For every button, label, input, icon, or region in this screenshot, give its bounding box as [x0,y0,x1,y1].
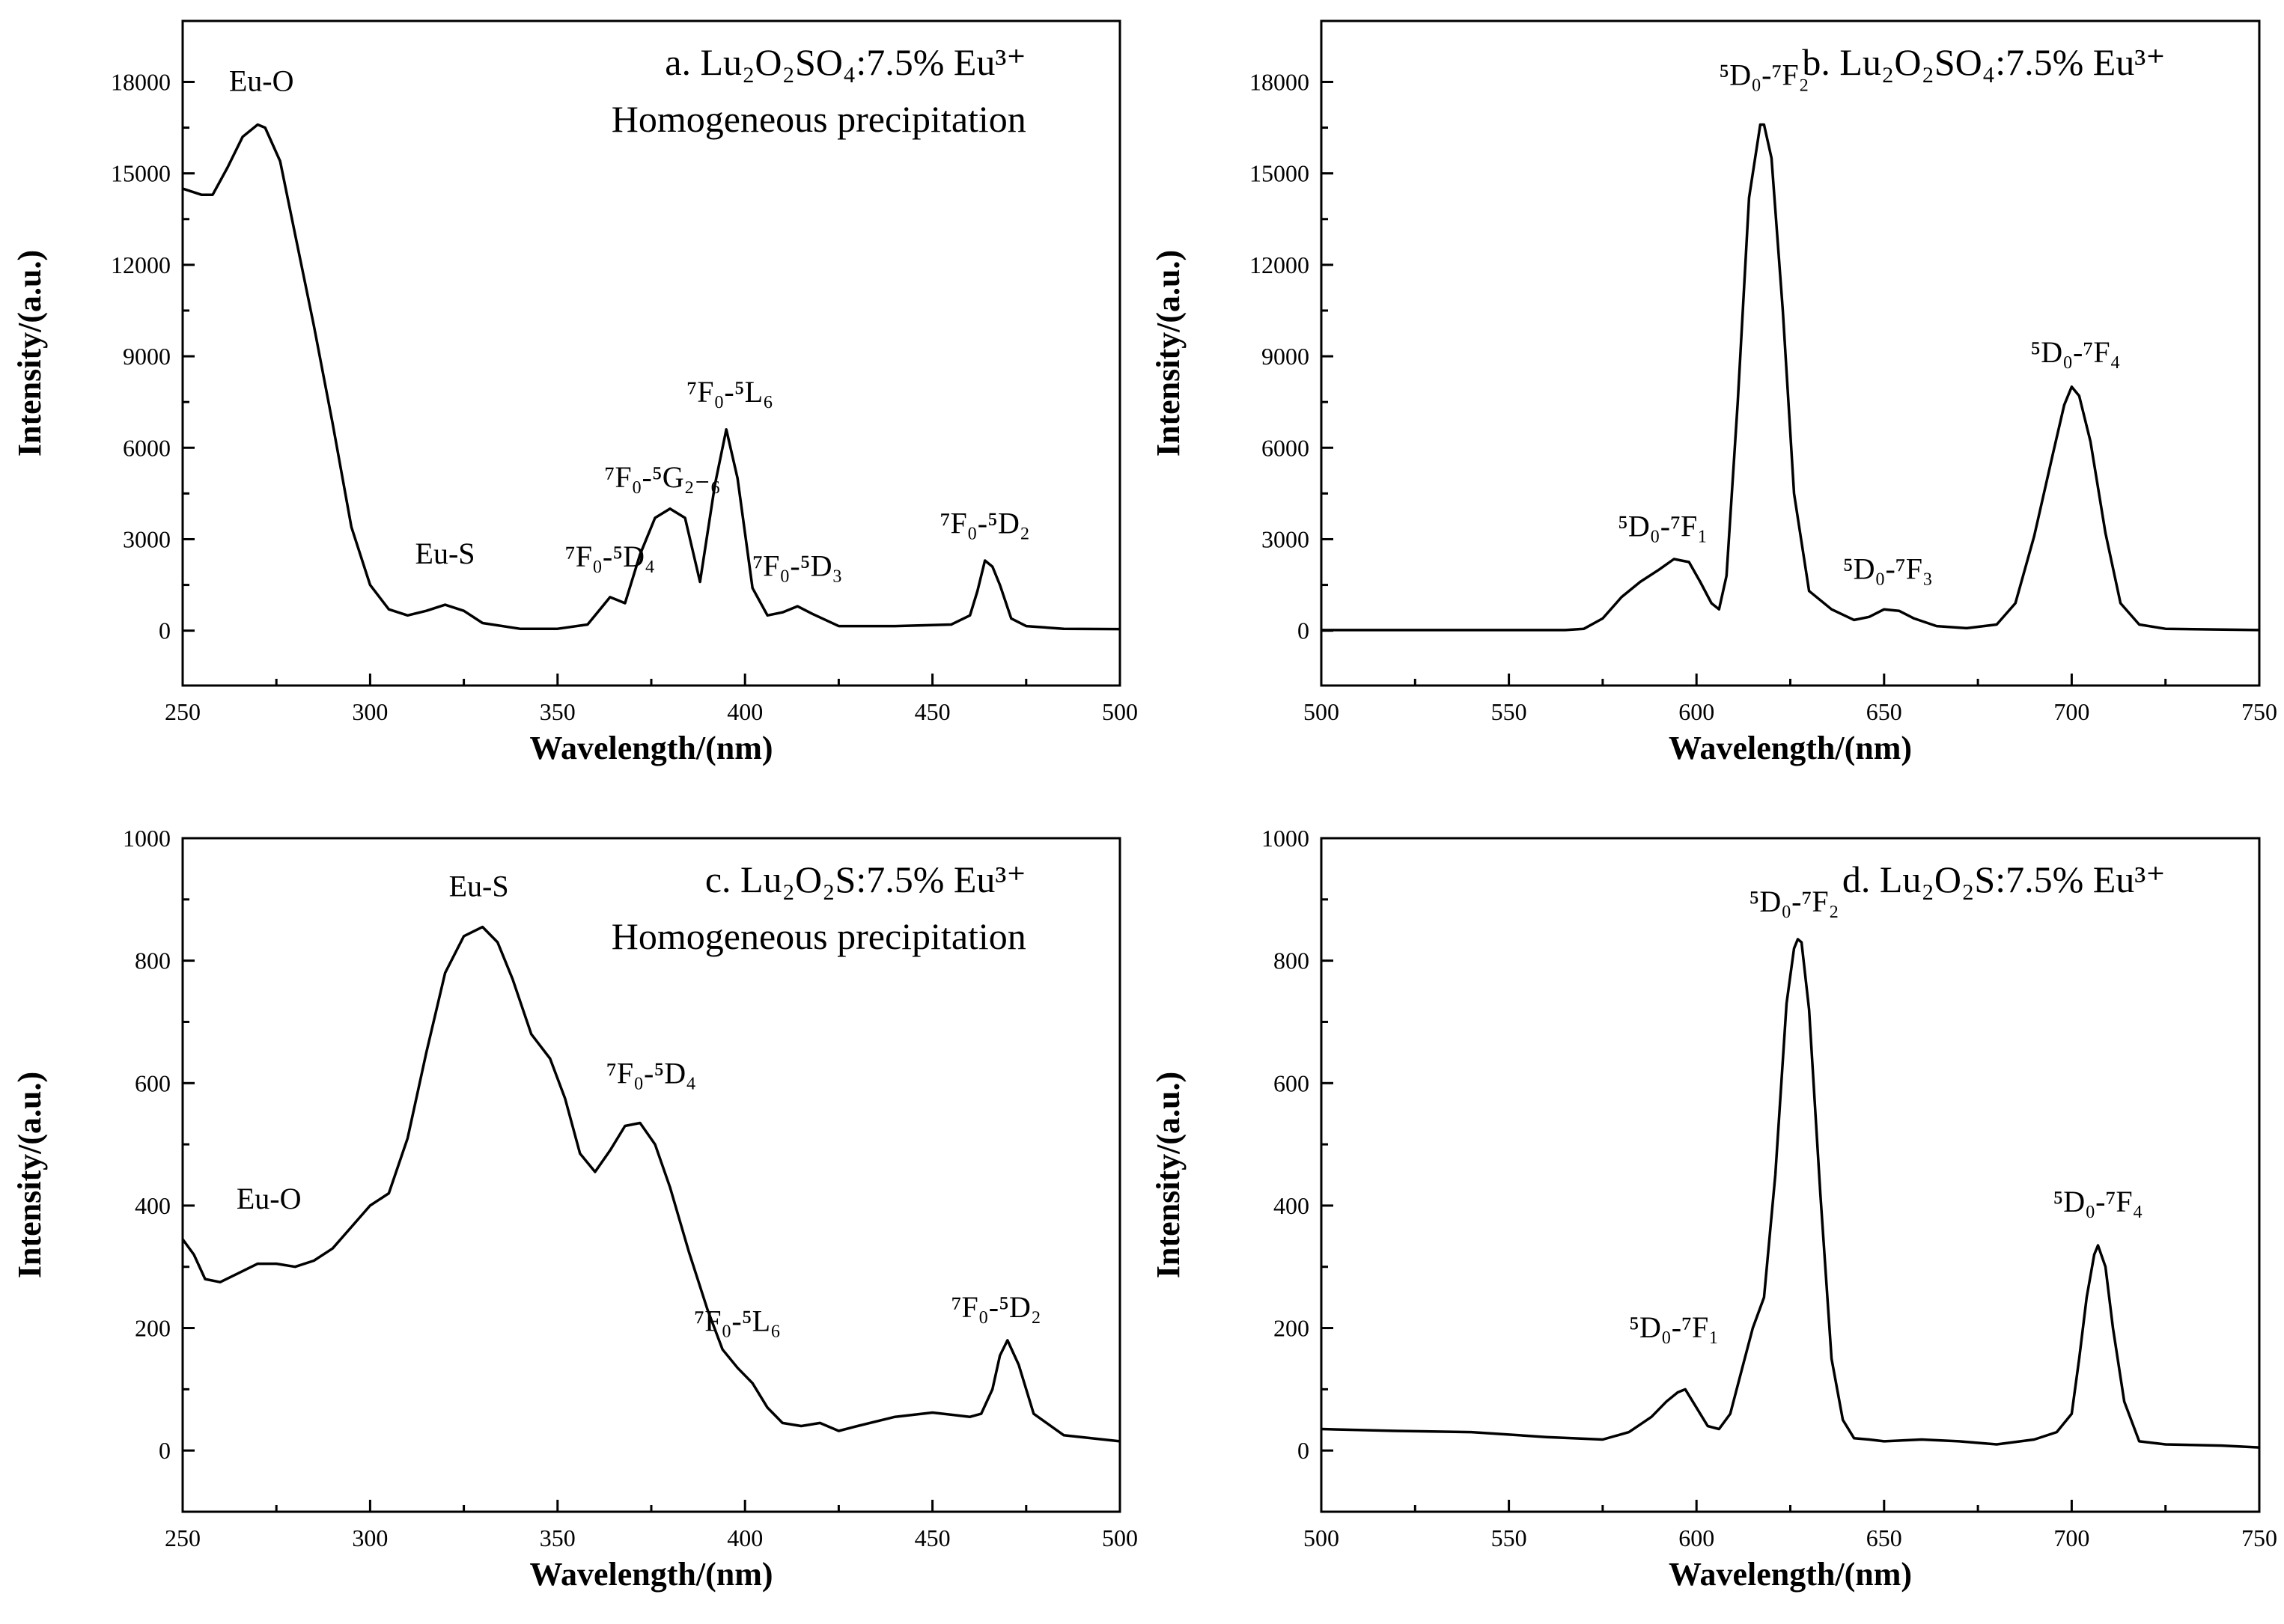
x-tick-label: 400 [727,1524,763,1551]
x-axis-label: Wavelength/(nm) [1669,730,1912,766]
peak-annotation: ⁷F₀-⁵D₄ [565,540,655,573]
panel-title: b. Lu₂O₂SO₄:7.5% Eu³⁺ [1802,41,2165,83]
peak-annotation: Eu-O [229,64,294,98]
y-tick-label: 600 [1273,1069,1309,1096]
y-tick-label: 18000 [1249,68,1309,95]
x-tick-label: 500 [1303,698,1339,725]
y-tick-label: 200 [135,1315,171,1342]
y-tick-label: 1000 [123,825,171,852]
spectrum-line [1321,938,2260,1449]
y-tick-label: 400 [1273,1192,1309,1219]
x-tick-label: 500 [1102,698,1138,725]
y-tick-label: 800 [1273,947,1309,974]
y-tick-label: 0 [159,617,171,644]
peak-annotation: ⁵D₀-⁷F₁ [1629,1310,1719,1344]
y-axis-label: Intensity/(a.u.) [1150,250,1187,457]
y-tick-label: 800 [135,947,171,974]
y-tick-label: 12000 [1249,251,1309,278]
x-tick-label: 500 [1303,1524,1339,1551]
y-tick-label: 3000 [123,525,171,552]
y-tick-label: 0 [1297,1437,1309,1464]
y-tick-label: 1000 [1261,825,1309,852]
y-tick-label: 18000 [111,68,171,95]
panel-title: a. Lu₂O₂SO₄:7.5% Eu³⁺ [665,41,1026,83]
x-tick-label: 650 [1866,1524,1902,1551]
x-axis-label: Wavelength/(nm) [1669,1556,1912,1593]
x-tick-label: 250 [165,1524,201,1551]
x-tick-label: 750 [2241,1524,2277,1551]
spectrum-line [181,925,1121,1443]
y-tick-label: 12000 [111,251,171,278]
y-axis-label: Intensity/(a.u.) [1150,1072,1187,1278]
peak-annotation: ⁵D₀-⁷F₂ [1719,58,1809,92]
plot-frame [1320,837,2261,1513]
y-tick-label: 3000 [1261,525,1309,552]
peak-annotation: ⁷F₀-⁵D₂ [940,506,1030,540]
peak-annotation: ⁷F₀-⁵L₆ [686,375,773,409]
peak-annotation: ⁷F₀-⁵G₂₋₆ [604,460,720,494]
y-tick-label: 6000 [1261,434,1309,461]
peak-annotation: ⁵D₀-⁷F₂ [1749,885,1839,918]
peak-annotation: ⁷F₀-⁵D₂ [951,1290,1041,1324]
y-tick-label: 15000 [1249,160,1309,187]
x-tick-label: 700 [2053,698,2089,725]
x-tick-label: 600 [1678,698,1714,725]
y-tick-label: 9000 [123,343,171,370]
y-tick-label: 15000 [111,160,171,187]
peak-annotation: ⁵D₀-⁷F₃ [1843,552,1933,585]
x-tick-label: 250 [165,698,201,725]
peak-annotation: Eu-S [415,537,475,570]
x-tick-label: 350 [540,1524,576,1551]
peak-annotation: ⁵D₀-⁷F₁ [1618,509,1708,543]
panel-title: c. Lu₂O₂S:7.5% Eu³⁺ [705,858,1026,900]
x-tick-label: 450 [915,1524,951,1551]
x-tick-label: 750 [2241,698,2277,725]
x-axis-label: Wavelength/(nm) [529,730,773,766]
peak-annotation: ⁷F₀-⁵L₆ [694,1304,781,1338]
x-tick-label: 550 [1491,698,1527,725]
peak-annotation: ⁵D₀-⁷F₄ [2053,1185,2143,1218]
x-tick-label: 400 [727,698,763,725]
panel-title: d. Lu₂O₂S:7.5% Eu³⁺ [1842,858,2166,900]
peak-annotation: ⁵D₀-⁷F₄ [2030,335,2120,369]
y-tick-label: 200 [1273,1315,1309,1342]
panel-subtitle: Homogeneous precipitation [612,98,1026,140]
y-axis-label: Intensity/(a.u.) [11,250,48,457]
x-tick-label: 450 [915,698,951,725]
peak-annotation: ⁷F₀-⁵D₄ [606,1056,696,1090]
x-axis-label: Wavelength/(nm) [529,1556,773,1593]
panel-a: 250 300 350 400 450 500 0 3000 6000 9000 12000 1500… [11,19,1138,766]
x-tick-label: 650 [1866,698,1902,725]
panel-b: 500 550 600 650 700 750 0 3000 6000 9000 12000 1500… [1150,19,2277,766]
peak-annotation: Eu-S [449,870,509,903]
x-tick-label: 600 [1678,1524,1714,1551]
peak-annotation: ⁷F₀-⁵D₃ [752,549,842,582]
x-tick-label: 300 [352,1524,388,1551]
spectrum-line [182,123,1121,631]
panel-d: 500 550 600 650 700 750 0 200 400 600 800 1000 Wavel… [1150,825,2277,1593]
peak-annotation: Eu-O [237,1182,302,1215]
y-axis-label: Intensity/(a.u.) [11,1072,48,1278]
panel-subtitle: Homogeneous precipitation [612,915,1026,957]
y-tick-label: 0 [1297,617,1309,644]
y-tick-label: 6000 [123,434,171,461]
y-tick-label: 400 [135,1192,171,1219]
x-tick-label: 500 [1102,1524,1138,1551]
x-tick-label: 550 [1491,1524,1527,1551]
spectrum-line [1321,123,2260,632]
x-tick-label: 300 [352,698,388,725]
x-tick-label: 350 [540,698,576,725]
panel-c: 250 300 350 400 450 500 0 200 400 600 800 1000 Wavel… [11,825,1138,1593]
x-tick-label: 700 [2053,1524,2089,1551]
y-tick-label: 600 [135,1069,171,1096]
y-tick-label: 0 [159,1437,171,1464]
y-tick-label: 9000 [1261,343,1309,370]
